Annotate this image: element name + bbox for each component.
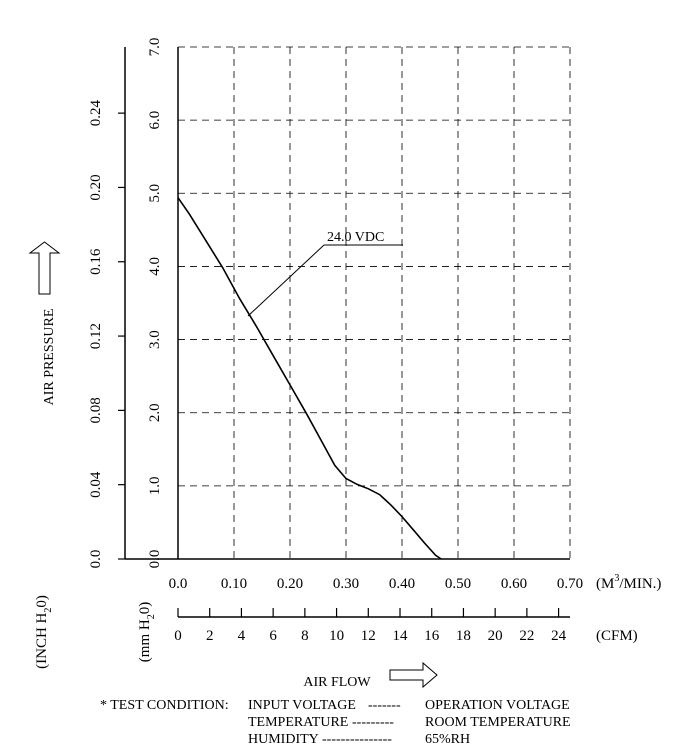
condition-value: 65%RH — [425, 732, 470, 747]
y-inch-tick-label: 0.0 — [88, 550, 104, 569]
cfm-tick-label: 10 — [329, 628, 344, 644]
cfm-tick-label: 8 — [301, 628, 309, 644]
x-tick-label: 0.60 — [501, 576, 527, 592]
y-mm-tick-label: 5.0 — [147, 184, 163, 203]
y-inch-tick-label: 0.24 — [88, 100, 104, 127]
condition-label: INPUT VOLTAGE — [248, 698, 356, 713]
plot-frame — [124, 47, 570, 560]
x-tick-labels: 0.0 0.10 0.20 0.30 0.40 0.50 0.60 0.70 — [169, 576, 584, 592]
x-tick-label: 0.40 — [389, 576, 415, 592]
x-axis-title: AIR FLOW — [303, 675, 371, 690]
cfm-tick-label: 20 — [488, 628, 503, 644]
cfm-axis: 0 2 4 6 8 10 12 14 16 18 20 22 24 — [174, 608, 570, 644]
x-tick-label: 0.70 — [557, 576, 583, 592]
x-tick-label: 0.20 — [277, 576, 303, 592]
cfm-tick-label: 16 — [424, 628, 440, 644]
y-mm-tick-label: 3.0 — [147, 330, 163, 349]
cfm-tick-label: 2 — [206, 628, 214, 644]
cfm-tick-label: 4 — [238, 628, 246, 644]
test-condition-heading: * TEST CONDITION: — [100, 698, 229, 713]
y-mm-unit-label: (mm H20) — [137, 602, 157, 662]
y-inch-tick-label: 0.04 — [88, 471, 104, 498]
y-inch-tick-label: 0.12 — [88, 323, 104, 349]
y-mm-tick-label: 6.0 — [147, 111, 163, 130]
cfm-tick-label: 24 — [551, 628, 567, 644]
right-arrow-icon — [389, 661, 438, 689]
series-line — [177, 197, 442, 560]
y-mm-tick-label: 2.0 — [147, 403, 163, 422]
series-leader-line — [247, 244, 325, 317]
cfm-tick-label: 12 — [361, 628, 376, 644]
condition-value: OPERATION VOLTAGE — [425, 698, 570, 713]
condition-dashes: --------- — [352, 715, 394, 730]
y-inch-tick-labels: 0.0 0.04 0.08 0.12 0.16 0.20 0.24 — [88, 100, 125, 569]
y-mm-tick-label: 0.0 — [147, 550, 163, 569]
condition-value: ROOM TEMPERATURE — [425, 715, 571, 730]
grid — [178, 46, 571, 559]
up-arrow-icon — [28, 241, 61, 295]
y-inch-tick-label: 0.08 — [88, 397, 104, 423]
series-label: 24.0 VDC — [327, 230, 384, 245]
cfm-tick-label: 0 — [174, 628, 182, 644]
cfm-tick-label: 22 — [519, 628, 534, 644]
y-axis-title: AIR PRESSURE — [42, 309, 57, 406]
cfm-unit-label: (CFM) — [596, 628, 638, 644]
curve-layer — [177, 197, 442, 560]
x-tick-label: 0.30 — [333, 576, 359, 592]
y-mm-tick-label: 7.0 — [147, 38, 163, 57]
condition-label: HUMIDITY — [248, 732, 319, 747]
condition-dashes: ------- — [368, 698, 401, 713]
x-tick-label: 0.50 — [445, 576, 471, 592]
x-tick-label: 0.0 — [169, 576, 188, 592]
y-mm-tick-labels: 0.0 1.0 2.0 3.0 4.0 5.0 6.0 7.0 — [147, 38, 163, 569]
x-tick-label: 0.10 — [221, 576, 247, 592]
condition-label: TEMPERATURE — [248, 715, 348, 730]
y-mm-tick-label: 1.0 — [147, 476, 163, 495]
y-mm-tick-label: 4.0 — [147, 257, 163, 276]
y-inch-unit-label: (INCH H20) — [34, 595, 54, 669]
condition-dashes: --------------- — [322, 732, 392, 747]
cfm-tick-label: 18 — [456, 628, 471, 644]
y-inch-tick-label: 0.20 — [88, 174, 104, 200]
cfm-tick-label: 6 — [269, 628, 277, 644]
y-inch-tick-label: 0.16 — [88, 248, 104, 275]
cfm-tick-label: 14 — [393, 628, 409, 644]
test-condition: * TEST CONDITION: INPUT VOLTAGE ------- … — [100, 698, 571, 747]
x-unit-label: (M3/MIN.) — [596, 573, 661, 592]
